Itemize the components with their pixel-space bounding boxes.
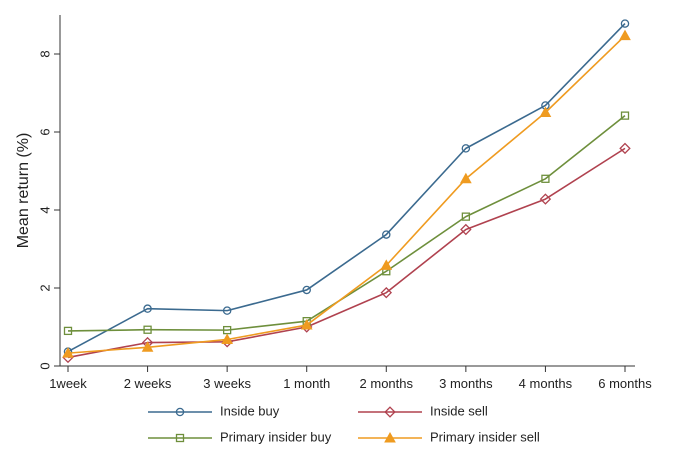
data-point xyxy=(221,333,233,344)
x-tick-label: 4 months xyxy=(519,376,573,391)
x-tick-label: 1week xyxy=(49,376,87,391)
data-point xyxy=(539,106,552,117)
x-tick-label: 3 weeks xyxy=(203,376,251,391)
series-line xyxy=(67,35,626,354)
data-point xyxy=(620,19,630,28)
series-line xyxy=(67,147,626,359)
data-point xyxy=(143,304,152,313)
x-tick-label: 1 month xyxy=(283,376,330,391)
data-point xyxy=(619,142,631,155)
legend-marker xyxy=(384,406,396,418)
y-tick-label: 6 xyxy=(37,128,52,135)
data-point xyxy=(460,172,472,184)
legend: Inside buy Inside sell Primary insider buy… xyxy=(148,403,540,444)
series-inside-buy xyxy=(63,19,630,356)
series-primary-insider-sell xyxy=(62,29,631,358)
y-tick-label: 2 xyxy=(37,284,52,291)
legend-label: Primary insider sell xyxy=(430,429,540,444)
legend-item: Inside sell xyxy=(358,403,488,418)
data-point xyxy=(63,326,73,336)
y-tick-label: 0 xyxy=(37,362,52,369)
data-point xyxy=(143,325,152,334)
data-point xyxy=(222,306,232,315)
legend-item: Primary insider buy xyxy=(148,429,332,444)
data-point xyxy=(380,286,393,299)
legend-marker xyxy=(175,407,185,417)
legend-marker xyxy=(384,431,396,443)
legend-item: Primary insider sell xyxy=(358,429,540,444)
legend-item: Inside buy xyxy=(148,403,280,418)
data-point xyxy=(619,29,631,41)
x-tick-label: 3 months xyxy=(439,376,493,391)
data-point xyxy=(541,174,550,183)
legend-label: Inside buy xyxy=(220,403,280,418)
y-tick-label: 8 xyxy=(37,50,52,57)
data-point xyxy=(302,285,311,295)
data-point xyxy=(380,259,393,270)
series-layer xyxy=(62,19,631,364)
x-tick-label: 2 weeks xyxy=(124,376,172,391)
series-line xyxy=(67,23,626,353)
data-point xyxy=(300,319,313,330)
data-point xyxy=(620,111,630,120)
x-tick-label: 2 months xyxy=(360,376,414,391)
data-point xyxy=(460,223,472,236)
data-point xyxy=(539,193,552,205)
x-tick-label: 6 months xyxy=(598,376,652,391)
axes: 0 2 4 6 8 1week 2 weeks 3 weeks 1 month 2 months 3… xyxy=(37,15,652,391)
data-point xyxy=(141,341,154,352)
legend-label: Primary insider buy xyxy=(220,429,332,444)
data-point xyxy=(461,144,471,153)
data-point xyxy=(62,347,74,358)
y-tick-label: 4 xyxy=(37,206,52,213)
data-point xyxy=(461,212,471,221)
legend-label: Inside sell xyxy=(430,403,488,418)
y-axis-title: Mean return (%) xyxy=(15,133,32,249)
data-point xyxy=(382,230,391,239)
legend-marker xyxy=(175,433,185,443)
